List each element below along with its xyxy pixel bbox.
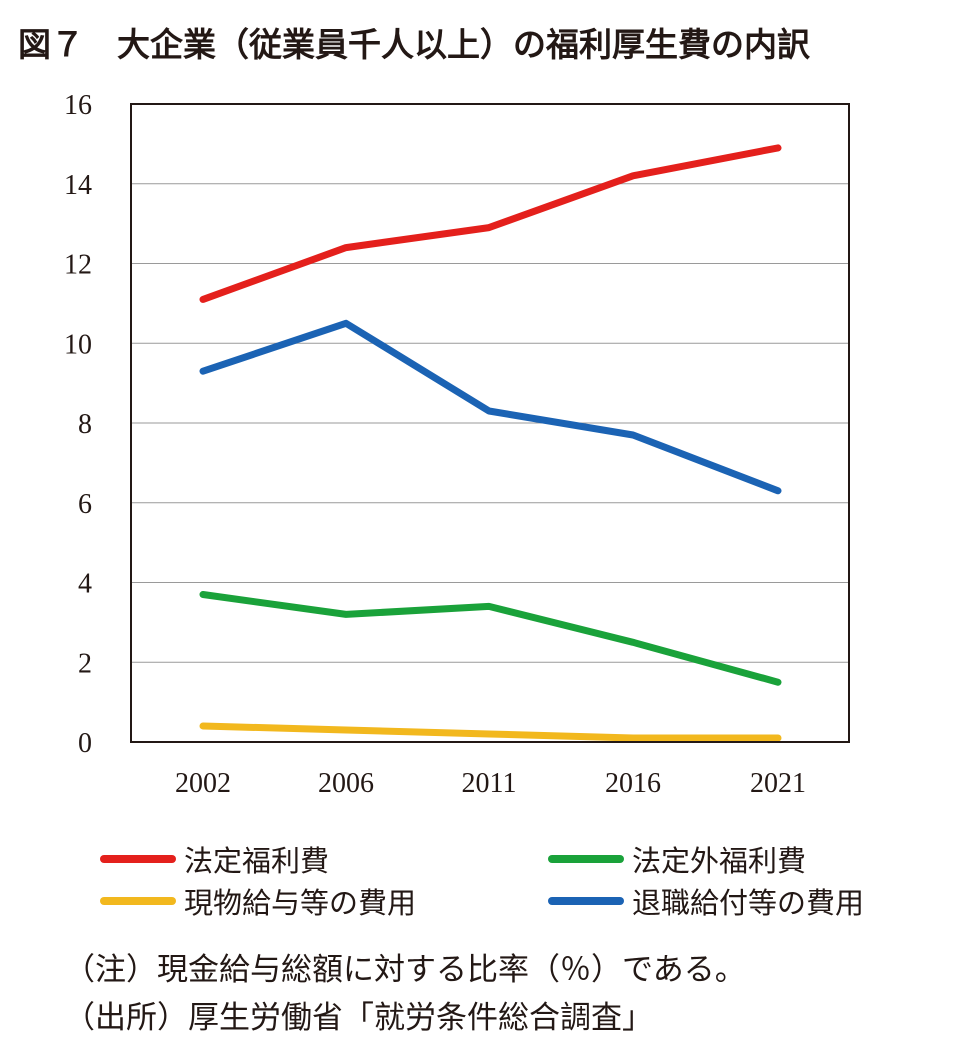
x-tick-label: 2021 <box>750 768 806 799</box>
gridlines <box>131 183 849 663</box>
series-lines <box>199 144 782 742</box>
y-tick-label: 14 <box>64 170 92 201</box>
legend: 法定福利費 法定外福利費 現物給与等の費用 退職給付等の費用 <box>100 838 930 930</box>
legend-item: 退職給付等の費用 <box>548 880 864 922</box>
plot-frame <box>130 103 850 743</box>
legend-label: 法定外福利費 <box>632 844 807 878</box>
y-tick-label: 4 <box>78 569 92 600</box>
x-tick-label: 2016 <box>605 768 661 799</box>
y-tick-label: 12 <box>64 250 92 281</box>
legend-swatch <box>100 855 176 863</box>
series-line <box>199 722 782 742</box>
y-tick-label: 0 <box>78 728 92 759</box>
x-axis-ticks: 2002 2006 2011 2016 2021 <box>175 768 806 799</box>
legend-label: 法定福利費 <box>184 844 330 878</box>
y-tick-label: 16 <box>64 90 92 121</box>
y-tick-label: 6 <box>78 489 92 520</box>
legend-swatch <box>548 897 624 905</box>
chart-title: 図７ 大企業（従業員千人以上）の福利厚生費の内訳 <box>18 25 810 64</box>
y-tick-label: 2 <box>78 648 92 679</box>
series-line <box>199 144 782 303</box>
legend-swatch <box>100 897 176 905</box>
line-chart: 0 2 4 6 8 10 12 14 16 2002 2006 2011 2016 2021 <box>64 90 850 799</box>
series-line <box>199 319 782 495</box>
legend-label: 現物給与等の費用 <box>184 886 417 920</box>
source-note: （出所）厚生労働省「就労条件総合調査」 <box>64 1000 653 1036</box>
x-tick-label: 2002 <box>175 768 231 799</box>
x-tick-label: 2011 <box>462 768 517 799</box>
y-axis-ticks: 0 2 4 6 8 10 12 14 16 <box>64 90 92 759</box>
legend-swatch <box>548 855 624 863</box>
y-tick-label: 10 <box>64 329 92 360</box>
x-tick-label: 2006 <box>318 768 374 799</box>
legend-label: 退職給付等の費用 <box>632 886 865 920</box>
series-line <box>199 591 782 686</box>
legend-item: 法定外福利費 <box>548 838 806 880</box>
legend-item: 法定福利費 <box>100 838 329 880</box>
y-tick-label: 8 <box>78 409 92 440</box>
footnote: （注）現金給与総額に対する比率（％）である。 <box>64 952 746 988</box>
legend-item: 現物給与等の費用 <box>100 880 416 922</box>
